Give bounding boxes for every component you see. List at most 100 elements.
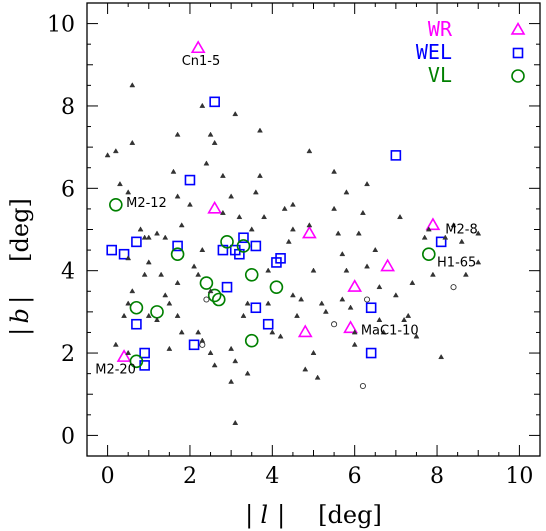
legend-label: VL [428,63,452,87]
other-triangle-point [351,329,358,335]
other-triangle-point [339,251,346,257]
other-triangle-point [285,238,292,244]
other-triangle-point [306,222,313,228]
other-triangle-point [265,267,272,273]
wel-point [365,302,377,314]
other-triangle-point [125,189,132,195]
point-label: M2-8 [445,223,477,238]
other-triangle-point [125,349,132,355]
other-triangle-point [475,259,482,265]
other-triangle-point [372,246,379,252]
wel-point [184,174,196,186]
other-triangle-point [376,316,383,322]
wel-point [365,347,377,359]
other-triangle-point [458,238,465,244]
other-triangle-point [298,296,305,302]
other-triangle-point [244,300,251,306]
y-axis-title-symbol: b [6,308,34,323]
axis-ticks [86,2,541,457]
point-label: H1-65 [437,256,476,271]
wel-point [250,240,262,252]
wel-point [172,240,183,252]
x-axis-title-bar-right: | [277,501,285,530]
other-triangle-point [318,300,325,306]
other-triangle-point [154,316,160,322]
y-axis-title-bar-right: | [6,296,35,304]
point-annotations: Cn1-5 M2-12 M2-8 H1-65 MaC1-10 M2-20 [95,54,477,378]
other-triangle-point [405,312,412,318]
other-triangle-point [158,271,165,277]
other-triangle-point [112,341,119,347]
other-triangle-point [413,333,420,339]
x-axis-title-unit: [deg] [318,501,382,529]
x-tick-label: 10 [505,464,533,489]
other-triangle-point [240,312,247,318]
other-circle-point [199,341,206,348]
other-triangle-point [343,267,350,273]
other-triangle-point [306,148,313,154]
other-triangle-point [207,349,214,355]
other-triangle-point [162,234,169,240]
other-triangle-point [129,82,136,88]
other-triangle-point [421,234,428,240]
other-triangle-point [191,263,198,269]
legend-circle-marker [511,69,525,83]
point-label: MaC1-10 [361,324,419,339]
other-triangle-point [401,316,408,322]
other-triangle-point [170,168,177,174]
wr-point [425,217,441,231]
other-triangle-point [380,329,387,335]
other-triangle-point [154,230,160,236]
other-triangle-point [195,271,202,277]
other-triangle-point [392,292,399,298]
other-circle-point [203,296,210,303]
other-triangle-point [199,246,206,252]
other-triangle-point [281,205,288,211]
other-triangle-point [359,209,366,215]
other-triangle-point [347,304,354,310]
other-circle-point [359,382,366,390]
wel-point [271,257,282,268]
y-tick-label: 4 [61,260,75,285]
other-triangle-point [203,160,210,166]
other-triangle-point [252,189,259,195]
other-triangle-point [310,349,317,355]
other-triangle-point [269,329,276,335]
other-circle-point [450,284,457,291]
other-triangle-point [310,267,317,273]
other-triangle-point [343,189,350,195]
wel-point [390,150,402,161]
other-triangle-point [475,230,482,236]
other-triangle-point [121,312,127,318]
other-triangle-point [339,296,346,302]
other-triangle-point [145,259,152,265]
legend-triangle-marker [510,21,526,35]
vl-point [236,239,251,253]
other-triangle-point [364,181,370,187]
wel-point [209,96,220,108]
other-triangle-point [207,131,214,137]
other-triangle-point [277,333,284,339]
wel-point [118,248,130,260]
y-tick-label: 2 [61,342,75,367]
vl-point [170,247,185,262]
other-circle-point [363,296,371,303]
other-triangle-point [294,312,300,318]
vl-point [199,276,214,290]
other-triangle-point [129,288,136,294]
other-triangle-point [112,148,119,154]
point-label: M2-12 [126,196,167,211]
wr-point [207,200,223,214]
other-triangle-point [302,366,309,372]
wel-point [262,318,274,330]
vl-point [129,354,144,369]
other-triangle-point [376,283,383,290]
wr-point [301,225,317,239]
other-triangle-point [232,419,239,425]
other-triangle-point [232,111,239,117]
other-triangle-point [174,131,181,137]
other-triangle-point [355,230,362,236]
y-axis-title-bar-left: | [6,328,35,336]
wel-point [131,318,142,330]
